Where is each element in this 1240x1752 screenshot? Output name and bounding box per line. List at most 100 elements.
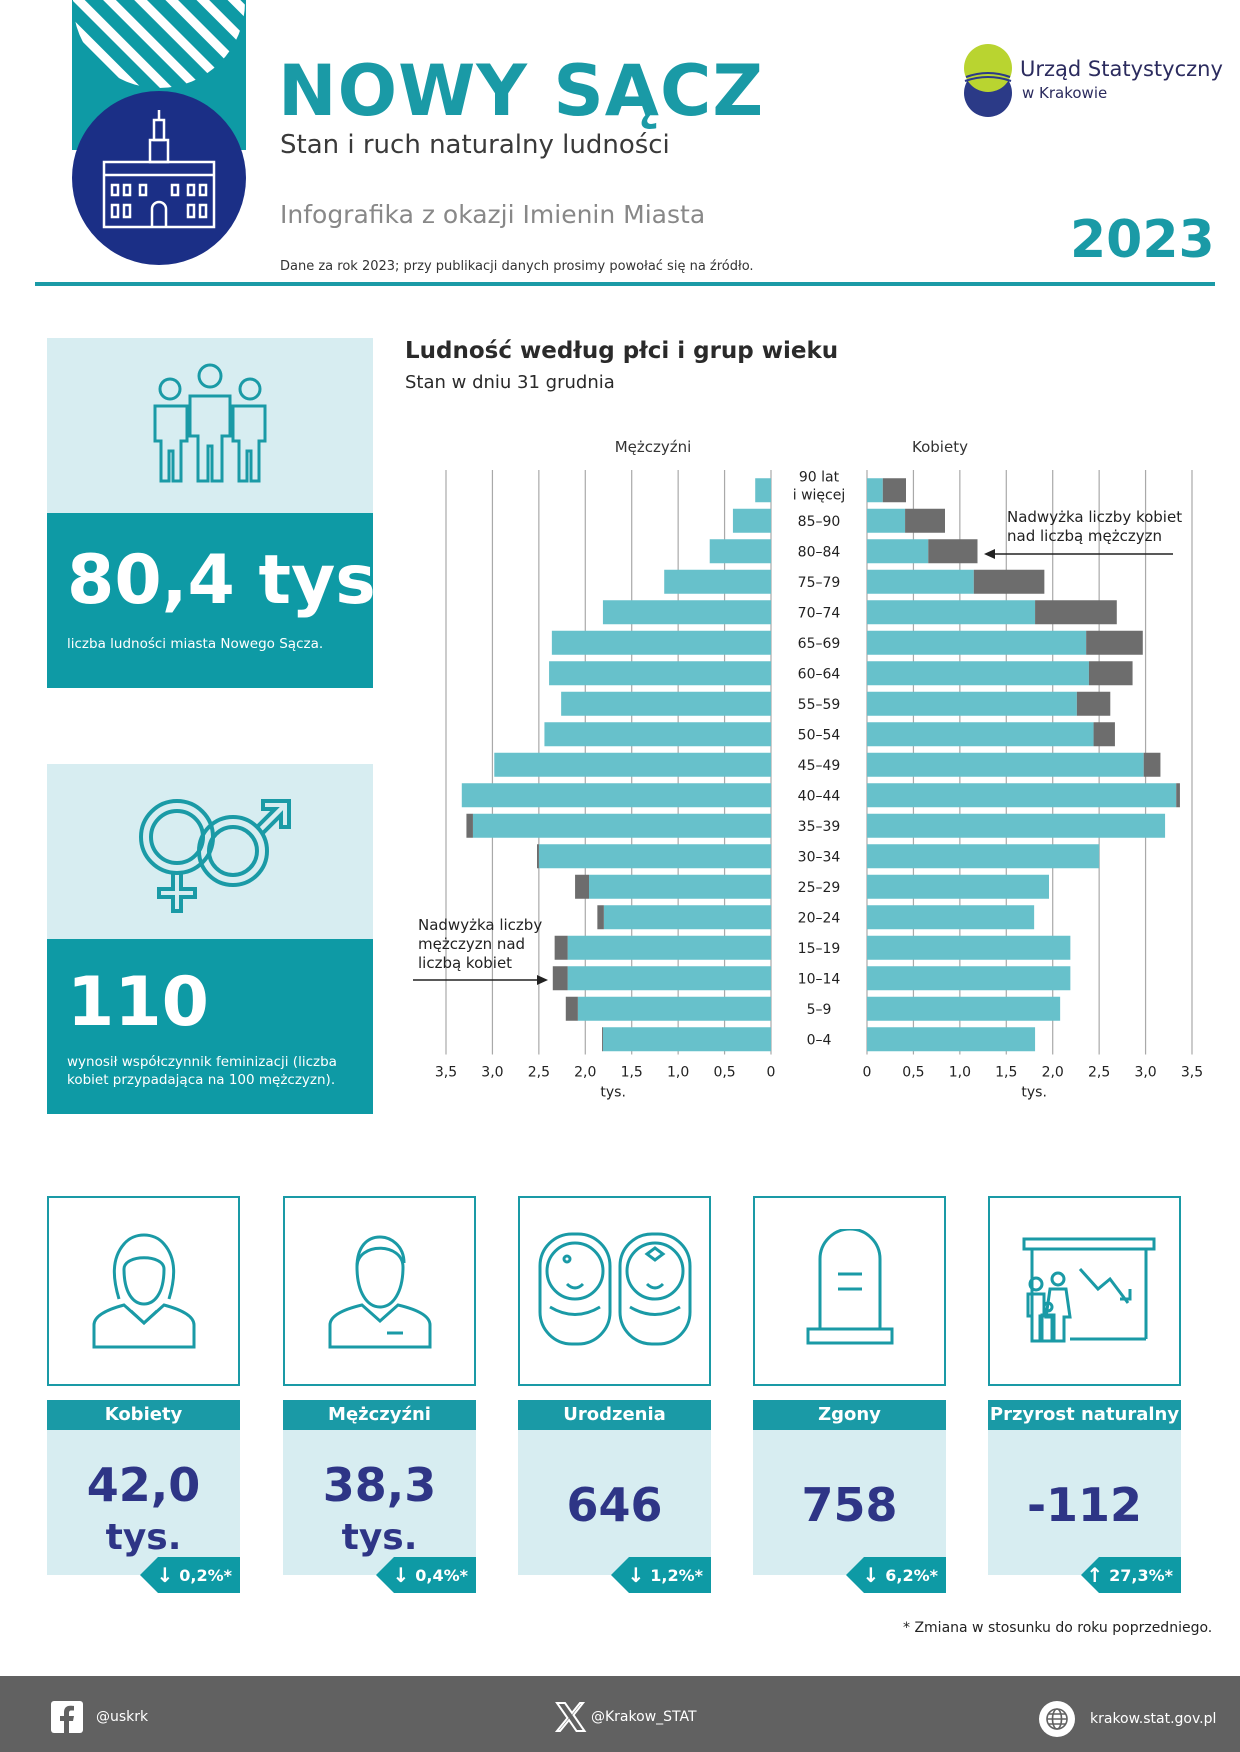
arrow-down-icon: ↓: [392, 1563, 410, 1587]
x-tick-label: 3,0: [481, 1065, 503, 1081]
men-bar: [602, 1027, 771, 1052]
population-label: liczba ludności miasta Nowego Sącza.: [67, 636, 324, 652]
feminization-value: 110: [67, 963, 209, 1042]
globe-icon: [1038, 1700, 1076, 1738]
card-unit: tys.: [105, 1517, 182, 1558]
population-value: 80,4 tys.: [67, 541, 402, 620]
card-value: -112: [1026, 1478, 1143, 1532]
women-bar: [867, 935, 1071, 960]
men-bar: [567, 966, 771, 991]
women-bar: [867, 508, 906, 533]
x-tick-label: 0,5: [713, 1065, 735, 1081]
age-group-label: 35–39: [798, 819, 841, 835]
age-group-label: 10–14: [798, 971, 841, 987]
x-tick-label: 0: [767, 1065, 776, 1081]
women-bar: [867, 722, 1094, 747]
x-tick-label: 2,0: [574, 1065, 596, 1081]
women-surplus-bar: [1088, 661, 1133, 686]
women-surplus-bar: [905, 508, 945, 533]
card-value: 758: [801, 1478, 898, 1532]
website-link[interactable]: krakow.stat.gov.pl: [1038, 1700, 1216, 1738]
x-tick-label: 1,0: [949, 1065, 971, 1081]
feminization-box: 110 wynosił współczynnik feminizacji (li…: [47, 764, 373, 1114]
x-tick-label: 2,5: [528, 1065, 550, 1081]
card-icon-box: [518, 1196, 711, 1386]
age-group-label: 20–24: [798, 910, 841, 926]
footer-bar: [0, 1676, 1240, 1752]
x-link[interactable]: @Krakow_STAT: [553, 1700, 697, 1734]
age-group-label: 60–64: [798, 666, 841, 682]
age-group-label: 0–4: [807, 1032, 832, 1048]
card-label: Mężczyźni: [283, 1400, 476, 1430]
change-badge: ↓ 0,4%*: [376, 1557, 476, 1593]
women-bar: [867, 783, 1177, 808]
women-bar: [867, 478, 883, 503]
office-logo-icon: [964, 44, 1012, 117]
city-emblem: [72, 0, 246, 265]
women-bar: [867, 630, 1087, 655]
stat-card-5: Przyrost naturalny -112 ↑ 27,3%*: [988, 1196, 1181, 1593]
card-icon-box: [283, 1196, 476, 1386]
change-value: 0,4%*: [415, 1565, 468, 1585]
age-group-label: 50–54: [798, 727, 841, 743]
change-value: 0,2%*: [179, 1565, 232, 1585]
women-surplus-bar: [1086, 630, 1143, 655]
card-value-box: -112 ↑ 27,3%*: [988, 1430, 1181, 1593]
women-bar: [867, 691, 1077, 716]
women-surplus-bar: [973, 569, 1045, 594]
population-pyramid-chart: Mężczyźni Kobiety 90 lat i więcej 85–90 80–84…: [413, 438, 1203, 1101]
unit-label: tys.: [600, 1085, 626, 1101]
men-axis-label: Mężczyźni: [615, 438, 692, 456]
age-group-label: 70–74: [798, 605, 841, 621]
men-bar: [472, 813, 771, 838]
women-bar: [867, 752, 1144, 777]
stat-card-2: Mężczyźni 38,3 tys. ↓ 0,4%*: [283, 1196, 476, 1593]
logo-name: Urząd Statystyczny: [1020, 57, 1223, 81]
card-label: Zgony: [753, 1400, 946, 1430]
women-surplus-bar: [1093, 722, 1115, 747]
card-value-box: 646 ↓ 1,2%*: [518, 1430, 711, 1593]
feminization-label: wynosił współczynnik feminizacji (liczba…: [67, 1054, 337, 1089]
card-value-box: 42,0 tys. ↓ 0,2%*: [47, 1430, 240, 1593]
facebook-link[interactable]: @uskrk: [50, 1700, 148, 1734]
men-bar: [551, 630, 771, 655]
women-surplus-bar: [1143, 752, 1161, 777]
annotation-men: Nadwyżka liczby: [418, 916, 542, 934]
change-badge: ↓ 1,2%*: [611, 1557, 711, 1593]
age-group-label: 5–9: [807, 1002, 832, 1018]
annotation-women: Nadwyżka liczby kobiet: [1007, 508, 1182, 526]
age-group-label: i więcej: [793, 487, 846, 503]
x-tick-label: 3,0: [1134, 1065, 1156, 1081]
men-surplus-bar: [552, 966, 568, 991]
annotation-men: mężczyzn nad: [418, 935, 525, 953]
x-tick-label: 2,5: [1088, 1065, 1110, 1081]
women-bar: [867, 569, 974, 594]
card-value-box: 758 ↓ 6,2%*: [753, 1430, 946, 1593]
stat-card-1: Kobiety 42,0 tys. ↓ 0,2%*: [47, 1196, 240, 1593]
x-tick-label: 0: [863, 1065, 872, 1081]
men-bar: [567, 935, 771, 960]
gender-symbols-icon: [139, 798, 291, 913]
change-value: 27,3%*: [1109, 1565, 1173, 1585]
family-chart-icon: [1010, 1229, 1160, 1353]
x-tick-label: 0,5: [902, 1065, 924, 1081]
card-unit: tys.: [341, 1517, 418, 1558]
city-title: NOWY SĄCZ: [278, 50, 765, 132]
data-note: Dane za rok 2023; przy publikacji danych…: [280, 259, 754, 274]
men-surplus-bar: [466, 813, 473, 838]
town-hall-icon: [102, 110, 216, 229]
age-group-label: 90 lat: [799, 469, 840, 485]
age-group-label: 85–90: [798, 514, 841, 530]
men-bar: [577, 996, 771, 1021]
card-label: Przyrost naturalny: [988, 1400, 1181, 1430]
age-group-label: 65–69: [798, 636, 841, 652]
facebook-icon: [50, 1700, 84, 1734]
women-surplus-bar: [1176, 783, 1180, 808]
men-bar: [589, 874, 771, 899]
women-surplus-bar: [1076, 691, 1111, 716]
arrow-head-icon: [537, 975, 548, 985]
age-group-label: 25–29: [798, 880, 841, 896]
age-group-label: 30–34: [798, 849, 841, 865]
page-subtitle: Stan i ruch naturalny ludności: [280, 130, 670, 160]
facebook-handle: @uskrk: [96, 1709, 149, 1725]
